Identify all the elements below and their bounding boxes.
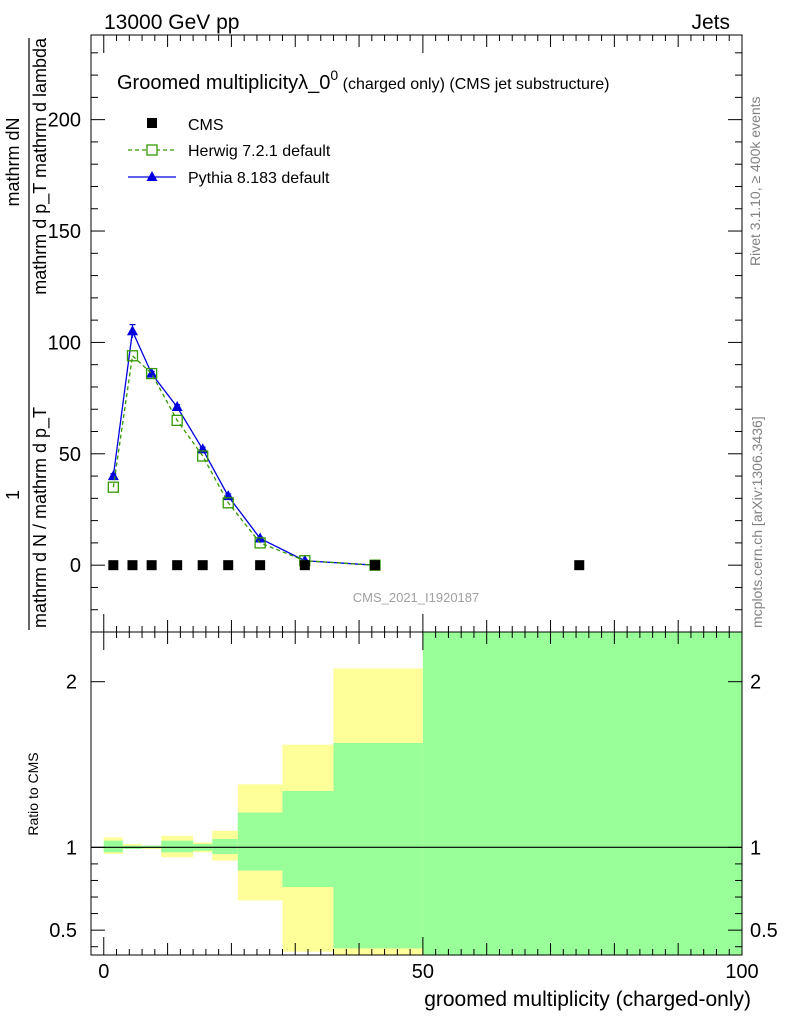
ratio-band-green (422, 632, 742, 955)
energy-label: 13000 GeV pp (104, 11, 239, 34)
mcplots-label: mcplots.cern.ch [arXiv:1306.3436] (749, 416, 765, 628)
category-label: Jets (691, 11, 730, 34)
legend: CMS Herwig 7.2.1 default Pythia 8.183 de… (128, 117, 331, 187)
herwig-point (254, 537, 266, 549)
ratio-band-green (212, 839, 238, 854)
ratio-band-green (161, 840, 194, 853)
pythia-point (126, 325, 138, 336)
x-tick-label: 100 (725, 961, 758, 983)
pythia-point (146, 367, 158, 378)
legend-label-herwig: Herwig 7.2.1 default (188, 143, 331, 160)
ratio-y-tick-label-right: 0.5 (750, 920, 778, 942)
ratio-band-green (237, 812, 283, 871)
herwig-point (171, 414, 183, 427)
herwig-point (197, 450, 209, 462)
legend-marker-herwig (146, 144, 158, 156)
herwig-series-line (112, 354, 376, 566)
herwig-point (222, 497, 234, 509)
pythia-series-line (112, 328, 376, 566)
cms-data-point (299, 560, 310, 571)
plot-title: Groomed multiplicityλ_00 (charged only) … (117, 67, 609, 94)
main-y-tick-label: 100 (48, 332, 81, 354)
main-y-tick-label: 150 (48, 221, 81, 243)
y-axis-label-ratio: Ratio to CMS (25, 752, 41, 835)
legend-marker-cms (147, 118, 157, 128)
legend-label-cms: CMS (188, 117, 224, 134)
ylabel-main-denominator: mathrm d N / mathrm d p_T (30, 407, 51, 628)
axes-layer: 0 50 100 150 200 0 50 100 0.5 0.5 1 1 2 2 (48, 35, 778, 983)
herwig-point (145, 367, 158, 380)
y-axis-label-main: mathrm d p_T mathrm d lambda mathrm dN 1… (3, 37, 51, 630)
cms-data-point (146, 560, 157, 571)
rivet-label: Rivet 3.1.10, ≥ 400k events (747, 96, 763, 266)
ylabel-main-one: 1 (3, 490, 23, 500)
herwig-point (126, 350, 139, 362)
herwig-point (107, 481, 119, 493)
cms-data-point (197, 560, 208, 571)
pythia-point (107, 470, 119, 481)
ratio-y-tick-label-right: 2 (750, 672, 761, 694)
ratio-y-tick-label-left: 0.5 (49, 920, 77, 942)
x-tick-label: 0 (98, 961, 109, 983)
main-y-tick-label: 200 (48, 110, 81, 132)
cms-data-point (255, 560, 266, 571)
ratio-panel-frame (90, 631, 743, 956)
ratio-band-green (333, 742, 423, 949)
main-y-tick-label: 0 (70, 555, 81, 577)
ratio-bands (91, 632, 742, 955)
ratio-y-tick-label-left: 2 (66, 672, 77, 694)
pythia-point (197, 443, 209, 454)
legend-marker-pythia (146, 171, 158, 181)
x-axis-label: groomed multiplicity (charged-only) (424, 988, 751, 1011)
pythia-point (171, 401, 183, 412)
pythia-point (222, 490, 234, 501)
main-y-tick-label: 50 (59, 444, 81, 466)
cms-data-point (172, 560, 183, 571)
ylabel-main-numerator: mathrm dN (3, 117, 23, 206)
cms-data-point (370, 560, 381, 571)
cms-data-point (108, 560, 119, 571)
cms-data-point (127, 560, 138, 571)
ratio-y-tick-label-right: 1 (750, 837, 761, 859)
ratio-band-green (282, 791, 334, 888)
ylabel-main-fraction-top: mathrm d p_T mathrm d lambda (30, 37, 51, 295)
cms-data-point (223, 560, 234, 571)
cms-data-point (574, 560, 585, 571)
ratio-band-green (103, 840, 123, 853)
ratio-y-tick-label-left: 1 (66, 837, 77, 859)
watermark: CMS_2021_I1920187 (353, 590, 480, 605)
legend-label-pythia: Pythia 8.183 default (188, 170, 330, 187)
x-tick-label: 50 (412, 961, 434, 983)
series-layer (107, 323, 585, 571)
